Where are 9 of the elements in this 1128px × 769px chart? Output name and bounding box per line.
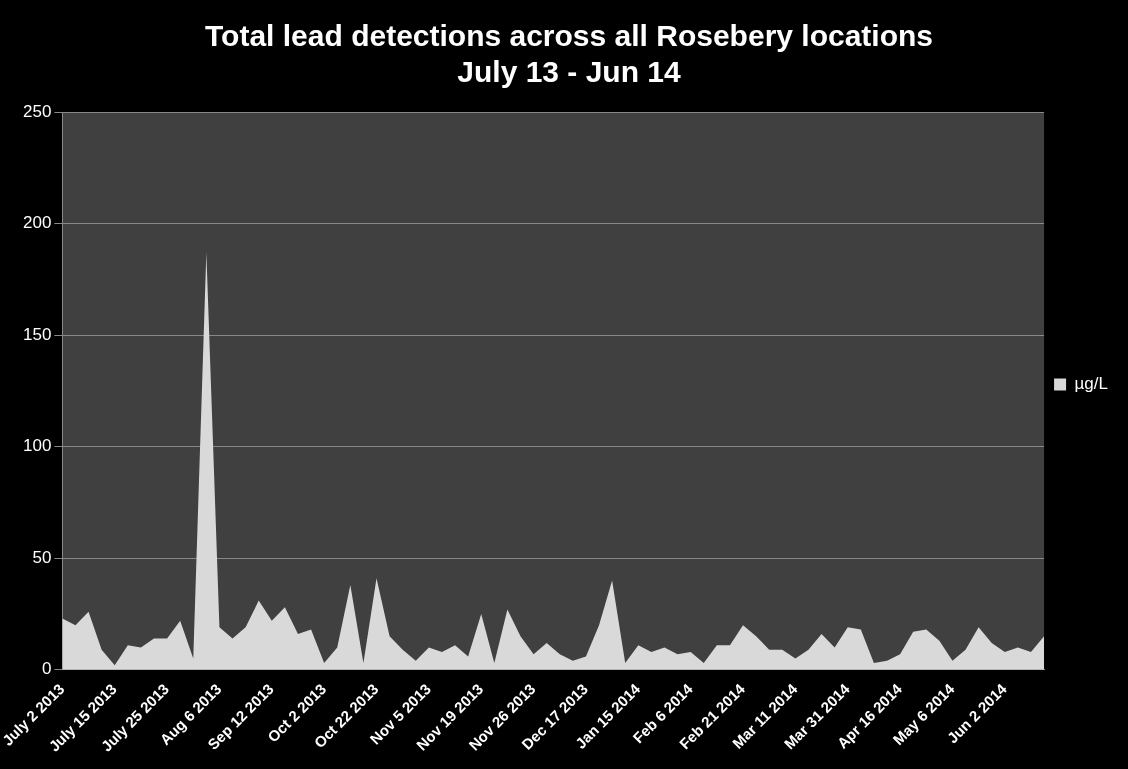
- y-tick-label: 200: [22, 213, 52, 233]
- chart-title: Total lead detections across all Rosebery locations: [204, 19, 934, 53]
- y-tick-label: 0: [41, 659, 52, 679]
- y-tick-label: 250: [22, 101, 52, 121]
- y-tick-label: 100: [22, 436, 52, 456]
- legend-label: µg/L: [1074, 374, 1109, 394]
- y-tick-label: 150: [22, 324, 52, 344]
- y-tick-label: 50: [32, 547, 52, 567]
- chart-subtitle: July 13 - Jun 14: [457, 55, 682, 89]
